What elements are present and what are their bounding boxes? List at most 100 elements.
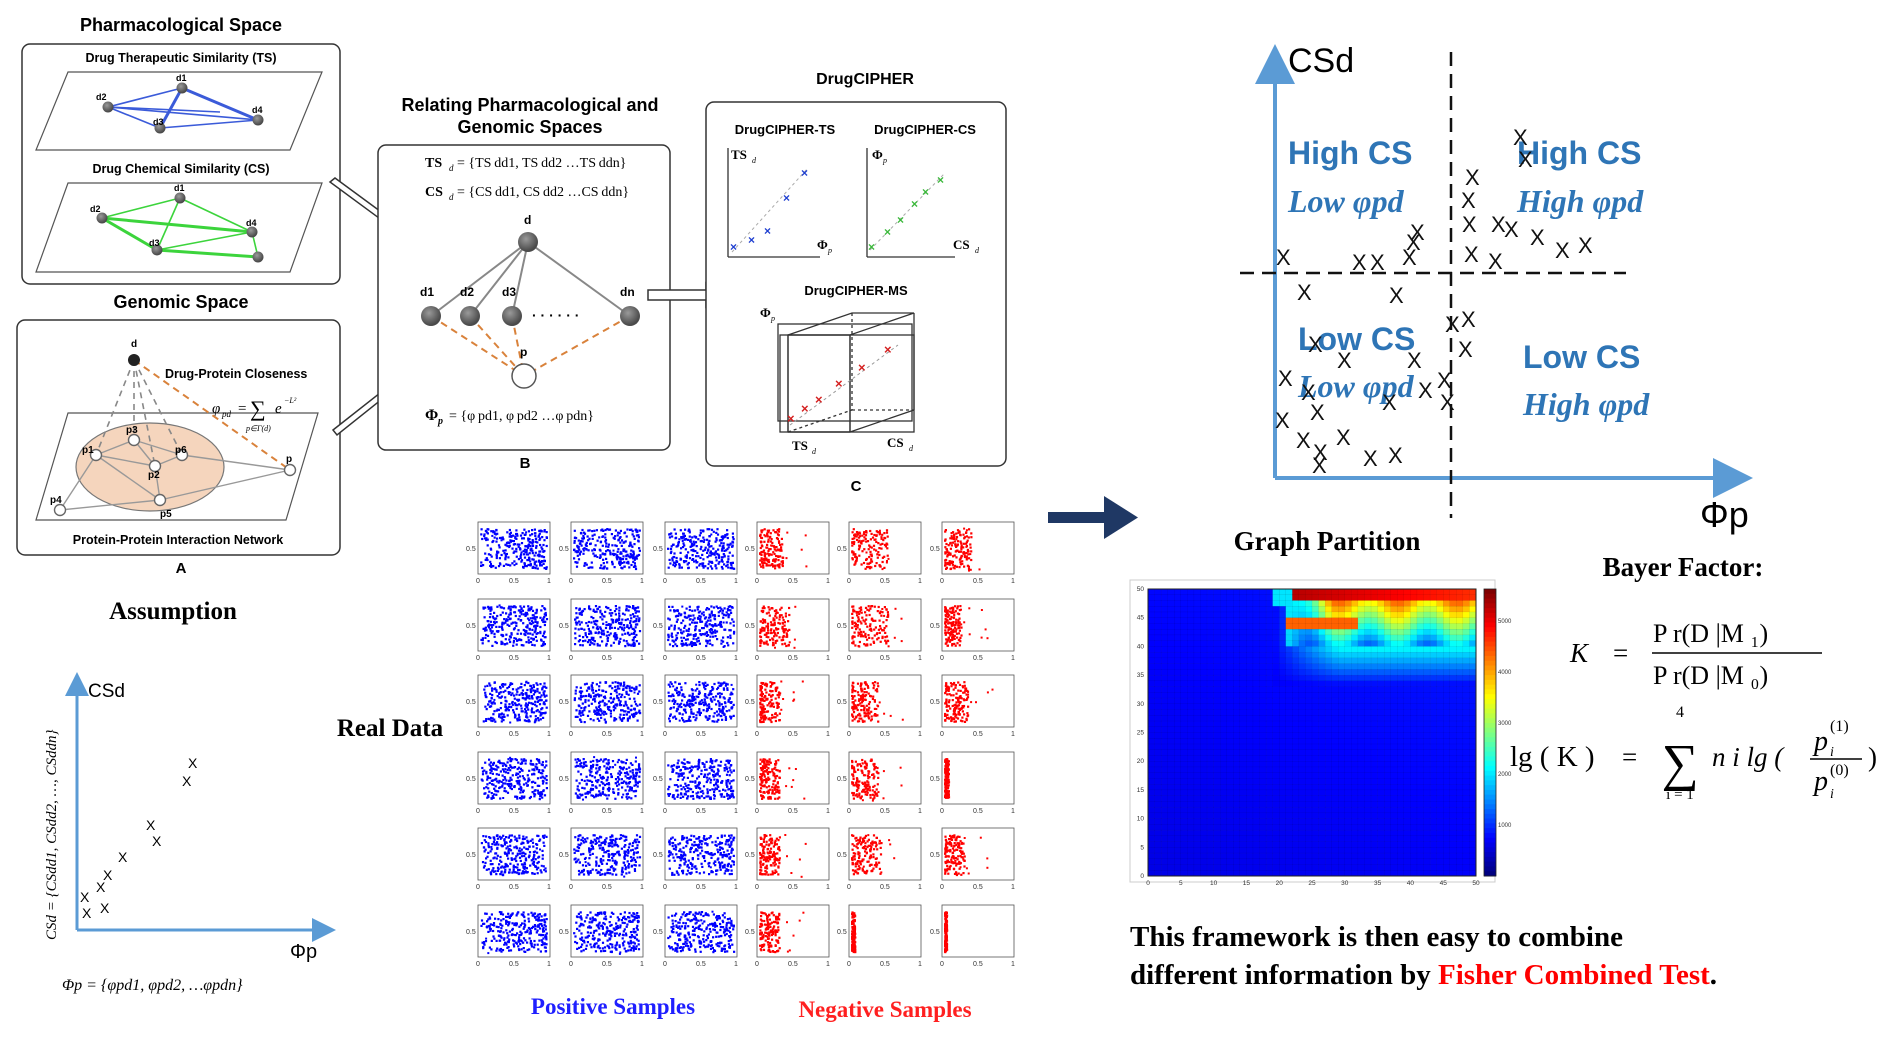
ppi-nodes (53, 433, 297, 517)
partition-marker: X (1462, 212, 1477, 237)
partition-marker: X (1488, 249, 1503, 274)
svg-text:X: X (82, 905, 92, 921)
scatter-panel: 0.50 0.5 1 (653, 827, 738, 891)
partition-marker: X (1363, 446, 1378, 471)
node-p5: p5 (160, 509, 172, 520)
bayes-sum-bot: i = 1 (1666, 787, 1694, 803)
svg-text:X: X (80, 889, 90, 905)
scatter-grid: 0.5 0 0.5 1 0.5 0 0.5 1 0.5 0 0.5 1 0.5 0 0.5 1 0.5 0 0.5 1… (466, 521, 1015, 968)
scatter-panel: 0.50 0.5 1 (745, 751, 830, 815)
svg-text:0: 0 (940, 655, 944, 662)
scatter-panel: 0.50 0.5 1 (466, 827, 551, 891)
panel-c-box (705, 101, 1007, 467)
b-label-d2: d2 (460, 285, 474, 299)
svg-text:1: 1 (826, 655, 830, 662)
bayes-k: K (1569, 638, 1590, 668)
partition-x-label: Φp (1700, 494, 1749, 535)
svg-text:1: 1 (1011, 578, 1015, 585)
svg-text:×: × (922, 185, 929, 199)
scatter-panel: 0.50 0.5 1 (837, 598, 922, 662)
assumption-x-formula: Φp = {φpd1, φpd2, …φpdn} (62, 977, 243, 994)
svg-text:0.5: 0.5 (930, 546, 940, 553)
partition-marker: X (1407, 348, 1422, 373)
svg-text:Φ: Φ (425, 407, 438, 424)
svg-text:0.5: 0.5 (559, 623, 569, 630)
bayes-p-top-sub: i (1830, 745, 1834, 760)
scatter-panel: 0.50 0.5 1 (745, 598, 830, 662)
partition-marker: X (1312, 453, 1327, 478)
b-label-d: d (524, 213, 531, 227)
scatter-panel: 0.50 0.5 1 (466, 521, 551, 585)
c-ms-label: DrugCIPHER-MS (804, 283, 908, 298)
bayes-lg: lg ( K ) (1510, 741, 1595, 773)
c-cs-label: DrugCIPHER-CS (874, 122, 976, 137)
partition-marker: X (1301, 380, 1316, 405)
svg-text:×: × (884, 342, 892, 357)
scatter-panel: 0.50 0.5 1 (745, 904, 830, 968)
heatmap-x-ticks: 0 5 10 15 20 25 30 35 40 45 50 (1146, 880, 1480, 887)
svg-text:1: 1 (547, 578, 551, 585)
b-node-d1 (421, 306, 441, 326)
ppi-title: Protein-Protein Interaction Network (73, 533, 283, 547)
svg-text:1: 1 (1011, 655, 1015, 662)
bayes-num: P r(D |M ₁) (1653, 619, 1768, 648)
panel-c: DrugCIPHER DrugCIPHER-TS DrugCIPHER-CS ×… (705, 71, 1007, 495)
cs-title: Drug Chemical Similarity (CS) (92, 162, 269, 176)
heatmap-colorbar (1483, 588, 1497, 877)
svg-text:0.5: 0.5 (602, 655, 612, 662)
svg-text:0.5: 0.5 (745, 623, 755, 630)
assumption-y-formula: CSd = {CSdd1, CSdd2, …, CSddn} (44, 730, 60, 940)
real-data-title: Real Data (337, 715, 444, 742)
svg-text:0.5: 0.5 (696, 655, 706, 662)
svg-text:X: X (118, 849, 128, 865)
bayes-sum-top: 4 (1676, 704, 1684, 721)
b-label-dn: dn (620, 285, 635, 299)
scatter-panel: 0.50 0.5 1 (559, 751, 644, 815)
svg-text:1: 1 (640, 578, 644, 585)
svg-text:e: e (275, 401, 282, 417)
ts-nodes (102, 82, 264, 134)
partition-marker: X (1370, 250, 1385, 275)
svg-text:0.5: 0.5 (653, 776, 663, 783)
svg-text:d: d (752, 156, 757, 165)
svg-text:0: 0 (569, 808, 573, 815)
svg-text:×: × (858, 360, 866, 375)
svg-text:×: × (783, 191, 790, 205)
svg-text:d: d (975, 246, 980, 255)
b-node-dn (620, 306, 640, 326)
partition-marker: X (1437, 368, 1452, 393)
c-ms-trend (789, 344, 899, 426)
svg-text:0: 0 (663, 808, 667, 815)
scatter-panel: 0.50 0.5 1 (837, 751, 922, 815)
partition-lower-right: Low CS High φpd (1522, 339, 1650, 422)
svg-text:1: 1 (640, 808, 644, 815)
heatmap-cells (1147, 588, 1477, 877)
c-ms-phi: Φ (760, 305, 771, 320)
bayes-p-bot-sup: (0) (1830, 762, 1849, 779)
svg-text:1: 1 (734, 578, 738, 585)
scatter-panel: 0.50 0.5 1 (466, 751, 551, 815)
scatter-panel: 0.50 0.5 1 (930, 751, 1015, 815)
svg-text:0.5: 0.5 (602, 731, 612, 738)
ts-node-d2: d2 (96, 92, 107, 102)
scatter-panel: 0.50 0.5 1 (653, 598, 738, 662)
svg-text:0.5: 0.5 (653, 699, 663, 706)
svg-text:0: 0 (940, 731, 944, 738)
partition-marker: X (1402, 245, 1417, 270)
svg-text:0.5: 0.5 (466, 546, 476, 553)
c-ms-ts: TS (792, 438, 808, 453)
partition-marker: X (1310, 400, 1325, 425)
svg-text:0.5: 0.5 (837, 546, 847, 553)
c-ms-cs: CS (887, 435, 904, 450)
svg-text:0: 0 (476, 808, 480, 815)
scatter-panel: 0.50 0.5 1 (930, 521, 1015, 585)
bayes-p-top-sup: (1) (1830, 718, 1849, 735)
svg-text:0.5: 0.5 (930, 699, 940, 706)
partition-marker: X (1504, 217, 1519, 242)
partition-y-label: CSd (1288, 42, 1354, 80)
panel-a-letter: A (176, 560, 187, 577)
negative-samples-label: Negative Samples (798, 997, 971, 1022)
svg-text:1: 1 (918, 731, 922, 738)
positive-samples-label: Positive Samples (531, 994, 695, 1019)
